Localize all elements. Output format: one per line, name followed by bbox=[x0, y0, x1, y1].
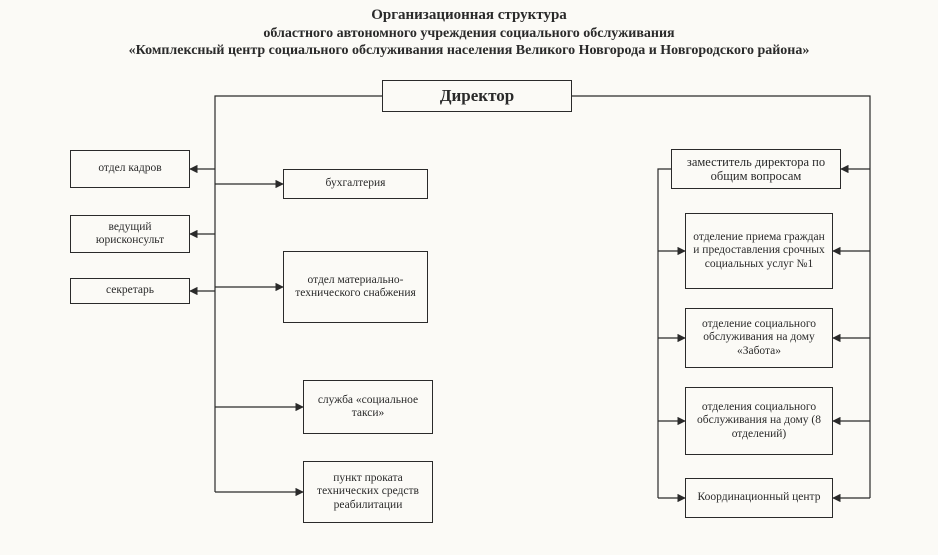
node-coord: Координационный центр bbox=[685, 478, 833, 518]
node-accounting: бухгалтерия bbox=[283, 169, 428, 199]
node-zabota: отделение социального обслуживания на до… bbox=[685, 308, 833, 368]
title-line-3: «Комплексный центр социального обслужива… bbox=[0, 42, 938, 60]
title-block: Организационная структура областного авт… bbox=[0, 6, 938, 60]
node-taxi: служба «социальное такси» bbox=[303, 380, 433, 434]
node-label: бухгалтерия bbox=[326, 177, 386, 190]
node-label: служба «социальное такси» bbox=[310, 394, 426, 420]
node-label: отделения социального обслуживания на до… bbox=[692, 401, 826, 441]
node-label: секретарь bbox=[106, 284, 154, 297]
node-label: пункт проката технических средств реабил… bbox=[310, 472, 426, 512]
title-line-1: Организационная структура bbox=[0, 6, 938, 25]
node-label: Координационный центр bbox=[698, 491, 821, 504]
node-secretary: секретарь bbox=[70, 278, 190, 304]
node-deputy: заместитель директора по общим вопросам bbox=[671, 149, 841, 189]
node-label: отделение приема граждан и предоставлени… bbox=[692, 231, 826, 271]
node-label: Директор bbox=[440, 86, 514, 106]
node-hr: отдел кадров bbox=[70, 150, 190, 188]
node-jurist: ведущий юрисконсульт bbox=[70, 215, 190, 253]
node-label: отделение социального обслуживания на до… bbox=[692, 318, 826, 358]
node-dept1: отделение приема граждан и предоставлени… bbox=[685, 213, 833, 289]
node-label: отдел кадров bbox=[98, 162, 161, 175]
node-label: заместитель директора по общим вопросам bbox=[678, 155, 834, 184]
node-dept8: отделения социального обслуживания на до… bbox=[685, 387, 833, 455]
node-mts: отдел материально-технического снабжения bbox=[283, 251, 428, 323]
node-label: отдел материально-технического снабжения bbox=[290, 274, 421, 300]
node-director: Директор bbox=[382, 80, 572, 112]
title-line-2: областного автономного учреждения социал… bbox=[0, 25, 938, 43]
node-label: ведущий юрисконсульт bbox=[77, 221, 183, 247]
node-rental: пункт проката технических средств реабил… bbox=[303, 461, 433, 523]
